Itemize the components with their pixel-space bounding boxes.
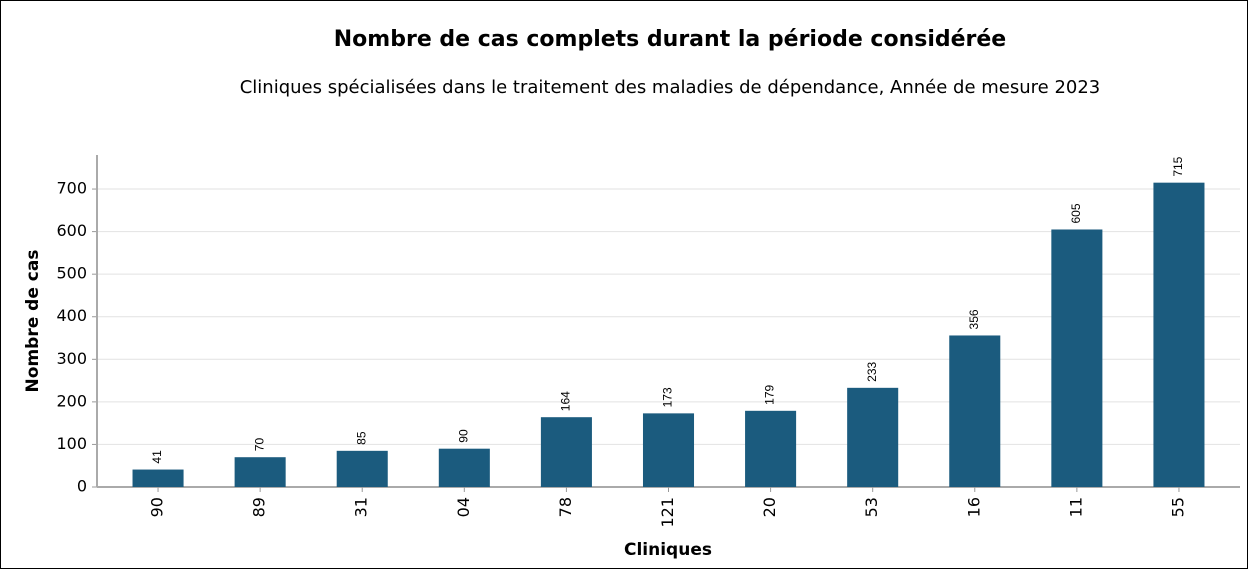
- x-tick-label: 11: [1066, 497, 1085, 517]
- value-label: 233: [865, 361, 879, 381]
- bar: [132, 469, 184, 487]
- bar: [949, 335, 1001, 487]
- x-tick-label: 31: [352, 497, 371, 517]
- y-tick-label: 500: [56, 264, 87, 283]
- bar: [1051, 229, 1103, 487]
- value-label: 70: [252, 438, 266, 452]
- value-label: 41: [150, 450, 164, 464]
- value-label: 164: [559, 391, 573, 411]
- value-label: 173: [661, 387, 675, 407]
- value-label: 179: [763, 384, 777, 404]
- x-tick-label: 89: [250, 497, 269, 517]
- bar: [642, 413, 695, 487]
- x-tick-label: 121: [658, 497, 677, 528]
- x-tick-label: 04: [454, 497, 473, 517]
- y-tick-label: 300: [56, 349, 87, 368]
- x-tick-label: 16: [964, 497, 983, 517]
- bar: [438, 448, 490, 487]
- x-axis-label: Cliniques: [624, 540, 712, 560]
- x-tick-label: 78: [556, 497, 575, 517]
- value-label: 356: [967, 309, 981, 329]
- bar: [234, 457, 286, 487]
- y-tick-label: 200: [56, 391, 87, 410]
- x-tick-label: 20: [760, 497, 779, 517]
- y-tick-label: 700: [56, 179, 87, 198]
- y-tick-label: 100: [56, 434, 87, 453]
- y-tick-label: 0: [77, 477, 87, 496]
- x-tick-label: 55: [1168, 497, 1187, 517]
- value-label: 90: [456, 429, 470, 443]
- value-label: 715: [1171, 156, 1185, 176]
- bar: [336, 450, 388, 487]
- bar: [847, 387, 899, 487]
- bar: [540, 417, 592, 487]
- y-axis-label: Nombre de cas: [23, 250, 43, 393]
- y-tick-label: 400: [56, 306, 87, 325]
- value-label: 605: [1069, 203, 1083, 223]
- bar: [745, 410, 797, 487]
- chart-subtitle: Cliniques spécialisées dans le traitemen…: [240, 77, 1101, 98]
- value-label: 85: [354, 431, 368, 445]
- x-tick-label: 90: [148, 497, 167, 517]
- bar: [1153, 182, 1205, 487]
- y-tick-label: 600: [56, 221, 87, 240]
- x-tick-label: 53: [862, 497, 881, 517]
- chart-title: Nombre de cas complets durant la période…: [334, 27, 1006, 52]
